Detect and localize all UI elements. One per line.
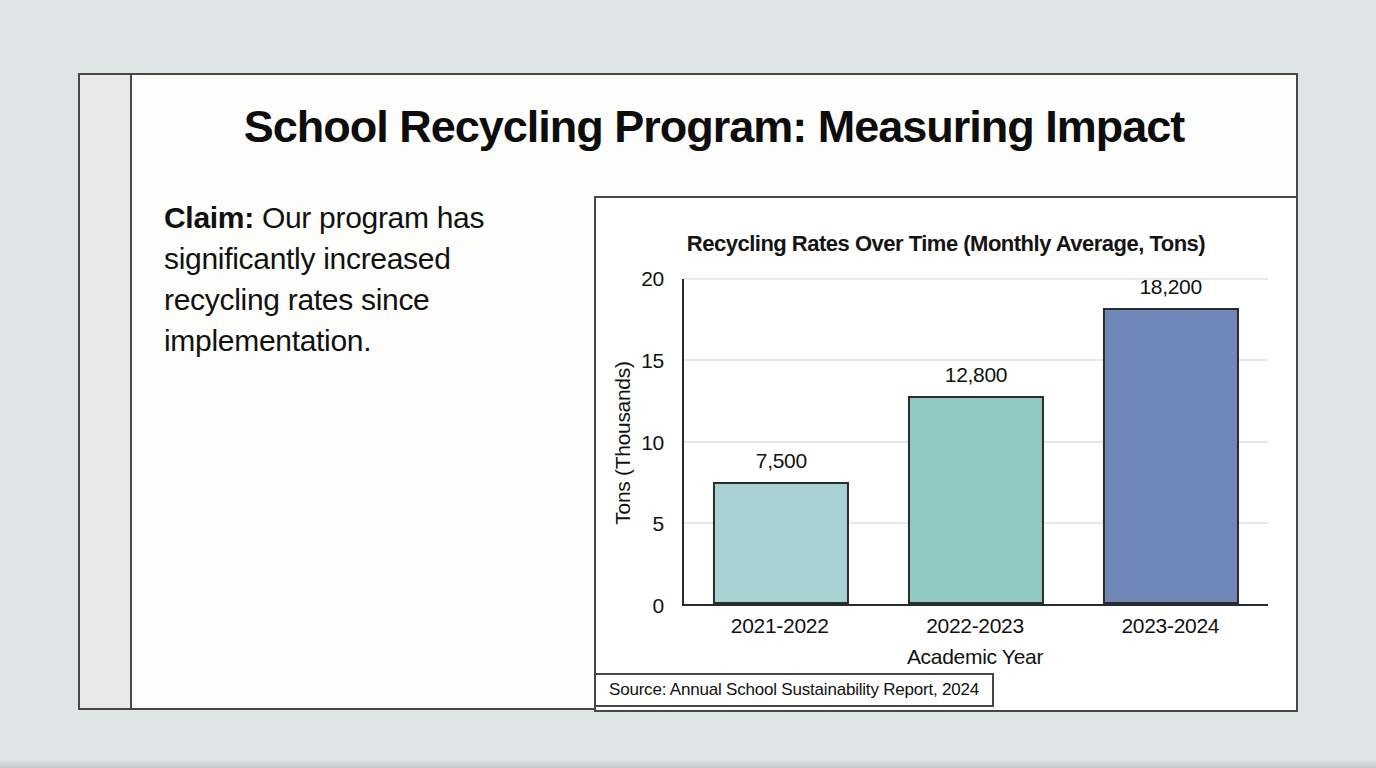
bar-2021-2022 [713,482,849,604]
chart-title: Recycling Rates Over Time (Monthly Avera… [596,231,1296,257]
y-axis-ticks: 05101520 [596,279,672,606]
slide: School Recycling Program: Measuring Impa… [130,73,1298,710]
source-text: Source: Annual School Sustainability Rep… [609,680,979,700]
x-tick-label-2021-2022: 2021-2022 [731,614,829,638]
claim-text: Claim: Our program has significantly inc… [164,197,549,361]
x-axis-label: Academic Year [682,645,1268,669]
y-tick-label-15: 15 [641,349,664,373]
y-tick-label-5: 5 [653,512,664,536]
y-tick-label-0: 0 [653,594,664,618]
source-box: Source: Annual School Sustainability Rep… [594,673,994,707]
y-tick-label-10: 10 [641,431,664,455]
x-tick-label-2023-2024: 2023-2024 [1121,614,1219,638]
slide-title: School Recycling Program: Measuring Impa… [132,101,1296,153]
bar-2023-2024 [1103,308,1239,604]
bottom-shadow [0,759,1376,768]
bar-value-label-2022-2023: 12,800 [945,363,1007,387]
y-tick-label-20: 20 [641,267,664,291]
bar-value-label-2021-2022: 7,500 [756,449,807,473]
chart-panel: Recycling Rates Over Time (Monthly Avera… [594,196,1298,712]
claim-label: Claim: [164,201,254,234]
slide-edge-strip [78,73,132,710]
plot-area: 7,50012,80018,200 [682,279,1268,606]
x-axis-ticks: 2021-2022 2022-2023 2023-2024 [682,612,1268,640]
page-background: { "page": { "background_color": "#dfe5e4… [0,0,1376,768]
x-tick-label-2022-2023: 2022-2023 [926,614,1024,638]
bar-value-label-2023-2024: 18,200 [1139,275,1201,299]
bar-2022-2023 [908,396,1044,604]
